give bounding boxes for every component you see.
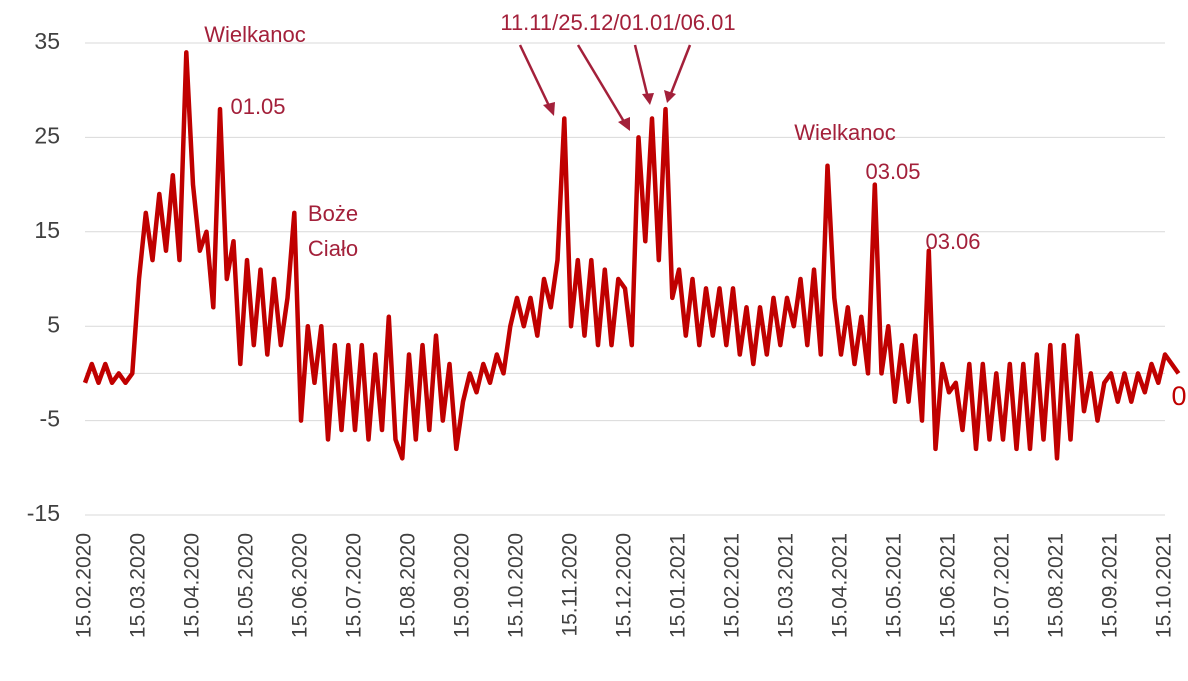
x-tick-label: 15.03.2021 bbox=[775, 533, 798, 638]
x-tick-label: 15.09.2020 bbox=[451, 533, 474, 638]
annotation: Ciało bbox=[308, 236, 358, 261]
arrow-head bbox=[642, 93, 654, 105]
arrow bbox=[518, 44, 553, 111]
x-tick-label: 15.07.2021 bbox=[991, 533, 1014, 638]
x-tick-label: 15.08.2020 bbox=[397, 533, 420, 638]
annotation: Wielkanoc bbox=[204, 22, 305, 47]
x-tick-label: 15.10.2021 bbox=[1153, 533, 1176, 638]
annotation-arrows bbox=[518, 44, 692, 131]
x-tick-label: 15.07.2020 bbox=[343, 533, 366, 638]
arrow bbox=[633, 44, 650, 99]
x-tick-label: 15.08.2021 bbox=[1045, 533, 1068, 638]
x-tick-label: 15.01.2021 bbox=[667, 533, 690, 638]
x-tick-label: 15.12.2020 bbox=[613, 533, 636, 638]
annotation: 11.11/25.12/01.01/06.01 bbox=[500, 10, 735, 35]
arrow-head bbox=[543, 102, 555, 116]
x-tick-label: 15.05.2020 bbox=[235, 533, 258, 638]
annotation: 01.05 bbox=[230, 94, 285, 119]
y-tick-label: 5 bbox=[47, 311, 60, 337]
y-tick-label: -15 bbox=[27, 500, 60, 526]
x-tick-label: 15.02.2020 bbox=[73, 533, 96, 638]
data-line bbox=[82, 50, 1181, 461]
y-tick-label: 35 bbox=[34, 28, 60, 54]
y-tick-label: -5 bbox=[40, 406, 60, 432]
annotation: Boże bbox=[308, 201, 358, 226]
x-tick-label: 15.03.2020 bbox=[127, 533, 150, 638]
x-tick-label: 15.09.2021 bbox=[1099, 533, 1122, 638]
x-tick-label: 15.06.2021 bbox=[937, 533, 960, 638]
data-label: 0 bbox=[1171, 381, 1186, 411]
annotation: 03.05 bbox=[865, 159, 920, 184]
x-tick-label: 15.10.2020 bbox=[505, 533, 528, 638]
annotation: Wielkanoc bbox=[794, 120, 895, 145]
x-tick-label: 15.11.2020 bbox=[559, 533, 582, 637]
x-tick-label: 15.04.2021 bbox=[829, 533, 852, 638]
y-tick-label: 15 bbox=[34, 217, 60, 243]
x-tick-label: 15.04.2020 bbox=[181, 533, 204, 638]
arrow-head bbox=[664, 90, 676, 103]
arrow-head bbox=[618, 117, 630, 131]
x-tick-label: 15.02.2021 bbox=[721, 533, 744, 638]
x-tick-label: 15.05.2021 bbox=[883, 533, 906, 638]
x-tick-label: 15.06.2020 bbox=[289, 533, 312, 638]
arrow bbox=[668, 44, 692, 97]
annotation: 03.06 bbox=[925, 229, 980, 254]
y-tick-label: 25 bbox=[34, 122, 60, 148]
arrow bbox=[576, 44, 628, 126]
